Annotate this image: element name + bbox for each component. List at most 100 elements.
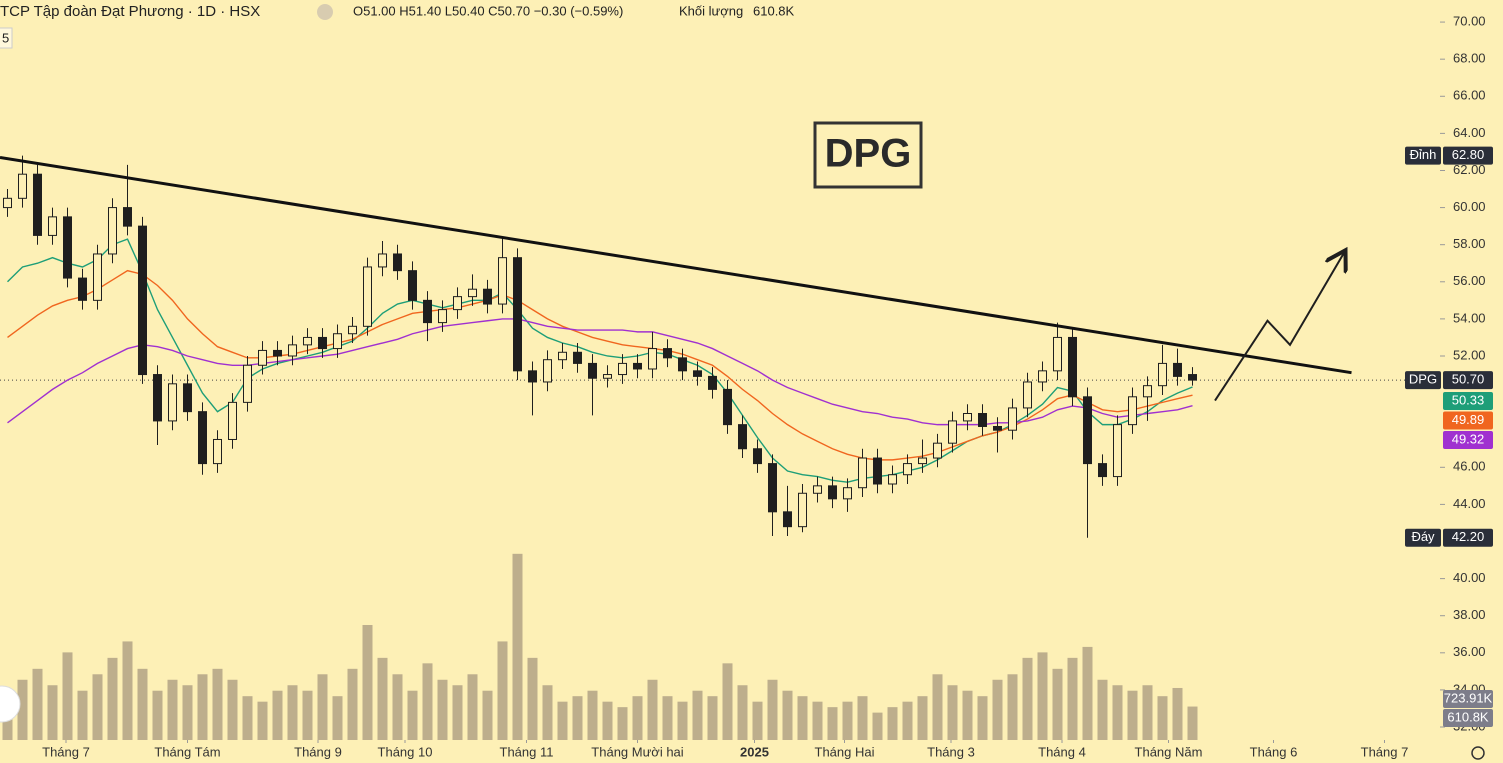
moving-average: [7, 318, 1193, 426]
y-tick-label: 56.00: [1453, 273, 1486, 288]
volume-bar: [197, 674, 208, 740]
candle-body: [948, 420, 957, 444]
candle-body: [1173, 362, 1182, 377]
low-name: Đáy: [1411, 529, 1435, 544]
volume-bar: [227, 679, 238, 740]
volume-bar: [692, 690, 703, 740]
volume-bar: [617, 707, 628, 740]
x-tick-label: Tháng Mười hai: [591, 744, 683, 759]
low-tag: [1405, 528, 1441, 547]
candle-body: [453, 296, 462, 311]
candle-body: [603, 374, 612, 379]
volume-bar: [1082, 646, 1093, 740]
volume-bar: [707, 696, 718, 740]
volume-last-value: 610.8K: [1447, 709, 1489, 724]
moving-average: [7, 269, 1193, 461]
candle-body: [1068, 336, 1077, 398]
candle-body: [813, 485, 822, 494]
volume-bar: [887, 707, 898, 740]
candle-body: [393, 253, 402, 272]
volume-bar: [62, 652, 73, 740]
interval-box[interactable]: [0, 27, 13, 49]
volume-bar: [407, 690, 418, 740]
candle-body: [1023, 381, 1032, 409]
volume-bar: [92, 674, 103, 740]
plot-area: [0, 155, 1440, 740]
volume-bar: [992, 679, 1003, 740]
candle-body: [873, 457, 882, 485]
volume-label: Khối lượng: [679, 3, 743, 18]
trendline: [0, 156, 1352, 375]
logo[interactable]: [0, 685, 21, 723]
y-tick-label: 62.00: [1453, 162, 1486, 177]
annotation: DPG: [825, 132, 912, 176]
volume-bar: [602, 701, 613, 740]
volume-bar: [377, 657, 388, 740]
volume-bar: [437, 679, 448, 740]
y-tick-label: 52.00: [1453, 347, 1486, 362]
eye-icon[interactable]: [317, 4, 333, 20]
candle-body: [648, 348, 657, 370]
volume-bar: [467, 674, 478, 740]
candle-body: [138, 225, 147, 376]
candle-body: [768, 463, 777, 513]
candle-body: [198, 411, 207, 465]
candle-body: [663, 348, 672, 359]
settings-icon[interactable]: [1471, 746, 1485, 760]
candle-body: [573, 351, 582, 364]
projection-arrow: [1214, 250, 1346, 402]
candle-body: [558, 351, 567, 361]
volume-bar: [272, 690, 283, 740]
candle-body: [183, 383, 192, 413]
candle-body: [18, 173, 27, 199]
volume-bar: [647, 679, 658, 740]
volume-bar: [977, 696, 988, 740]
volume-bar: [47, 685, 58, 740]
close-value: 50.70: [1452, 372, 1485, 387]
y-tick-label: 70.00: [1453, 14, 1486, 29]
candle-body: [408, 270, 417, 301]
candle-body: [1143, 385, 1152, 398]
candle-body: [108, 207, 117, 255]
volume-bar: [587, 690, 598, 740]
candle-body: [348, 325, 357, 335]
volume-bar: [782, 690, 793, 740]
y-tick-label: 66.00: [1453, 88, 1486, 103]
volume-bar: [1112, 685, 1123, 740]
candle-body: [258, 349, 267, 366]
low-value: 42.20: [1452, 529, 1485, 544]
x-tick-label: Tháng 4: [1038, 744, 1086, 759]
volume-bar: [287, 685, 298, 740]
y-tick-label: 38.00: [1453, 607, 1486, 622]
candle-body: [438, 309, 447, 324]
y-tick-label: 64.00: [1453, 125, 1486, 140]
volume-bar: [527, 657, 538, 740]
candle-body: [978, 413, 987, 427]
high-badge: [1443, 146, 1493, 165]
volume-bar: [32, 668, 43, 740]
volume-bar: [572, 696, 583, 740]
y-tick-label: 40.00: [1453, 570, 1486, 585]
high-value: 62.80: [1452, 147, 1485, 162]
x-tick-label: Tháng Hai: [815, 744, 875, 759]
candle-body: [363, 266, 372, 327]
volume-bar: [182, 685, 193, 740]
candle-body: [303, 336, 312, 346]
volume-bar: [1172, 687, 1183, 740]
volume-bar: [332, 696, 343, 740]
volume-bar: [632, 696, 643, 740]
candle-body: [1113, 424, 1122, 478]
candle-body: [633, 362, 642, 370]
volume-bar: [302, 690, 313, 740]
volume-bar: [497, 641, 508, 740]
candle-body: [33, 173, 42, 236]
candle-body: [678, 357, 687, 372]
high-tag: [1405, 146, 1441, 165]
ma-badge: [1443, 431, 1493, 449]
candle-body: [708, 375, 717, 390]
volume-bar: [347, 668, 358, 740]
candle-body: [1053, 336, 1062, 372]
volume-bar: [962, 690, 973, 740]
candle-body: [48, 216, 57, 236]
candle-body: [963, 413, 972, 422]
